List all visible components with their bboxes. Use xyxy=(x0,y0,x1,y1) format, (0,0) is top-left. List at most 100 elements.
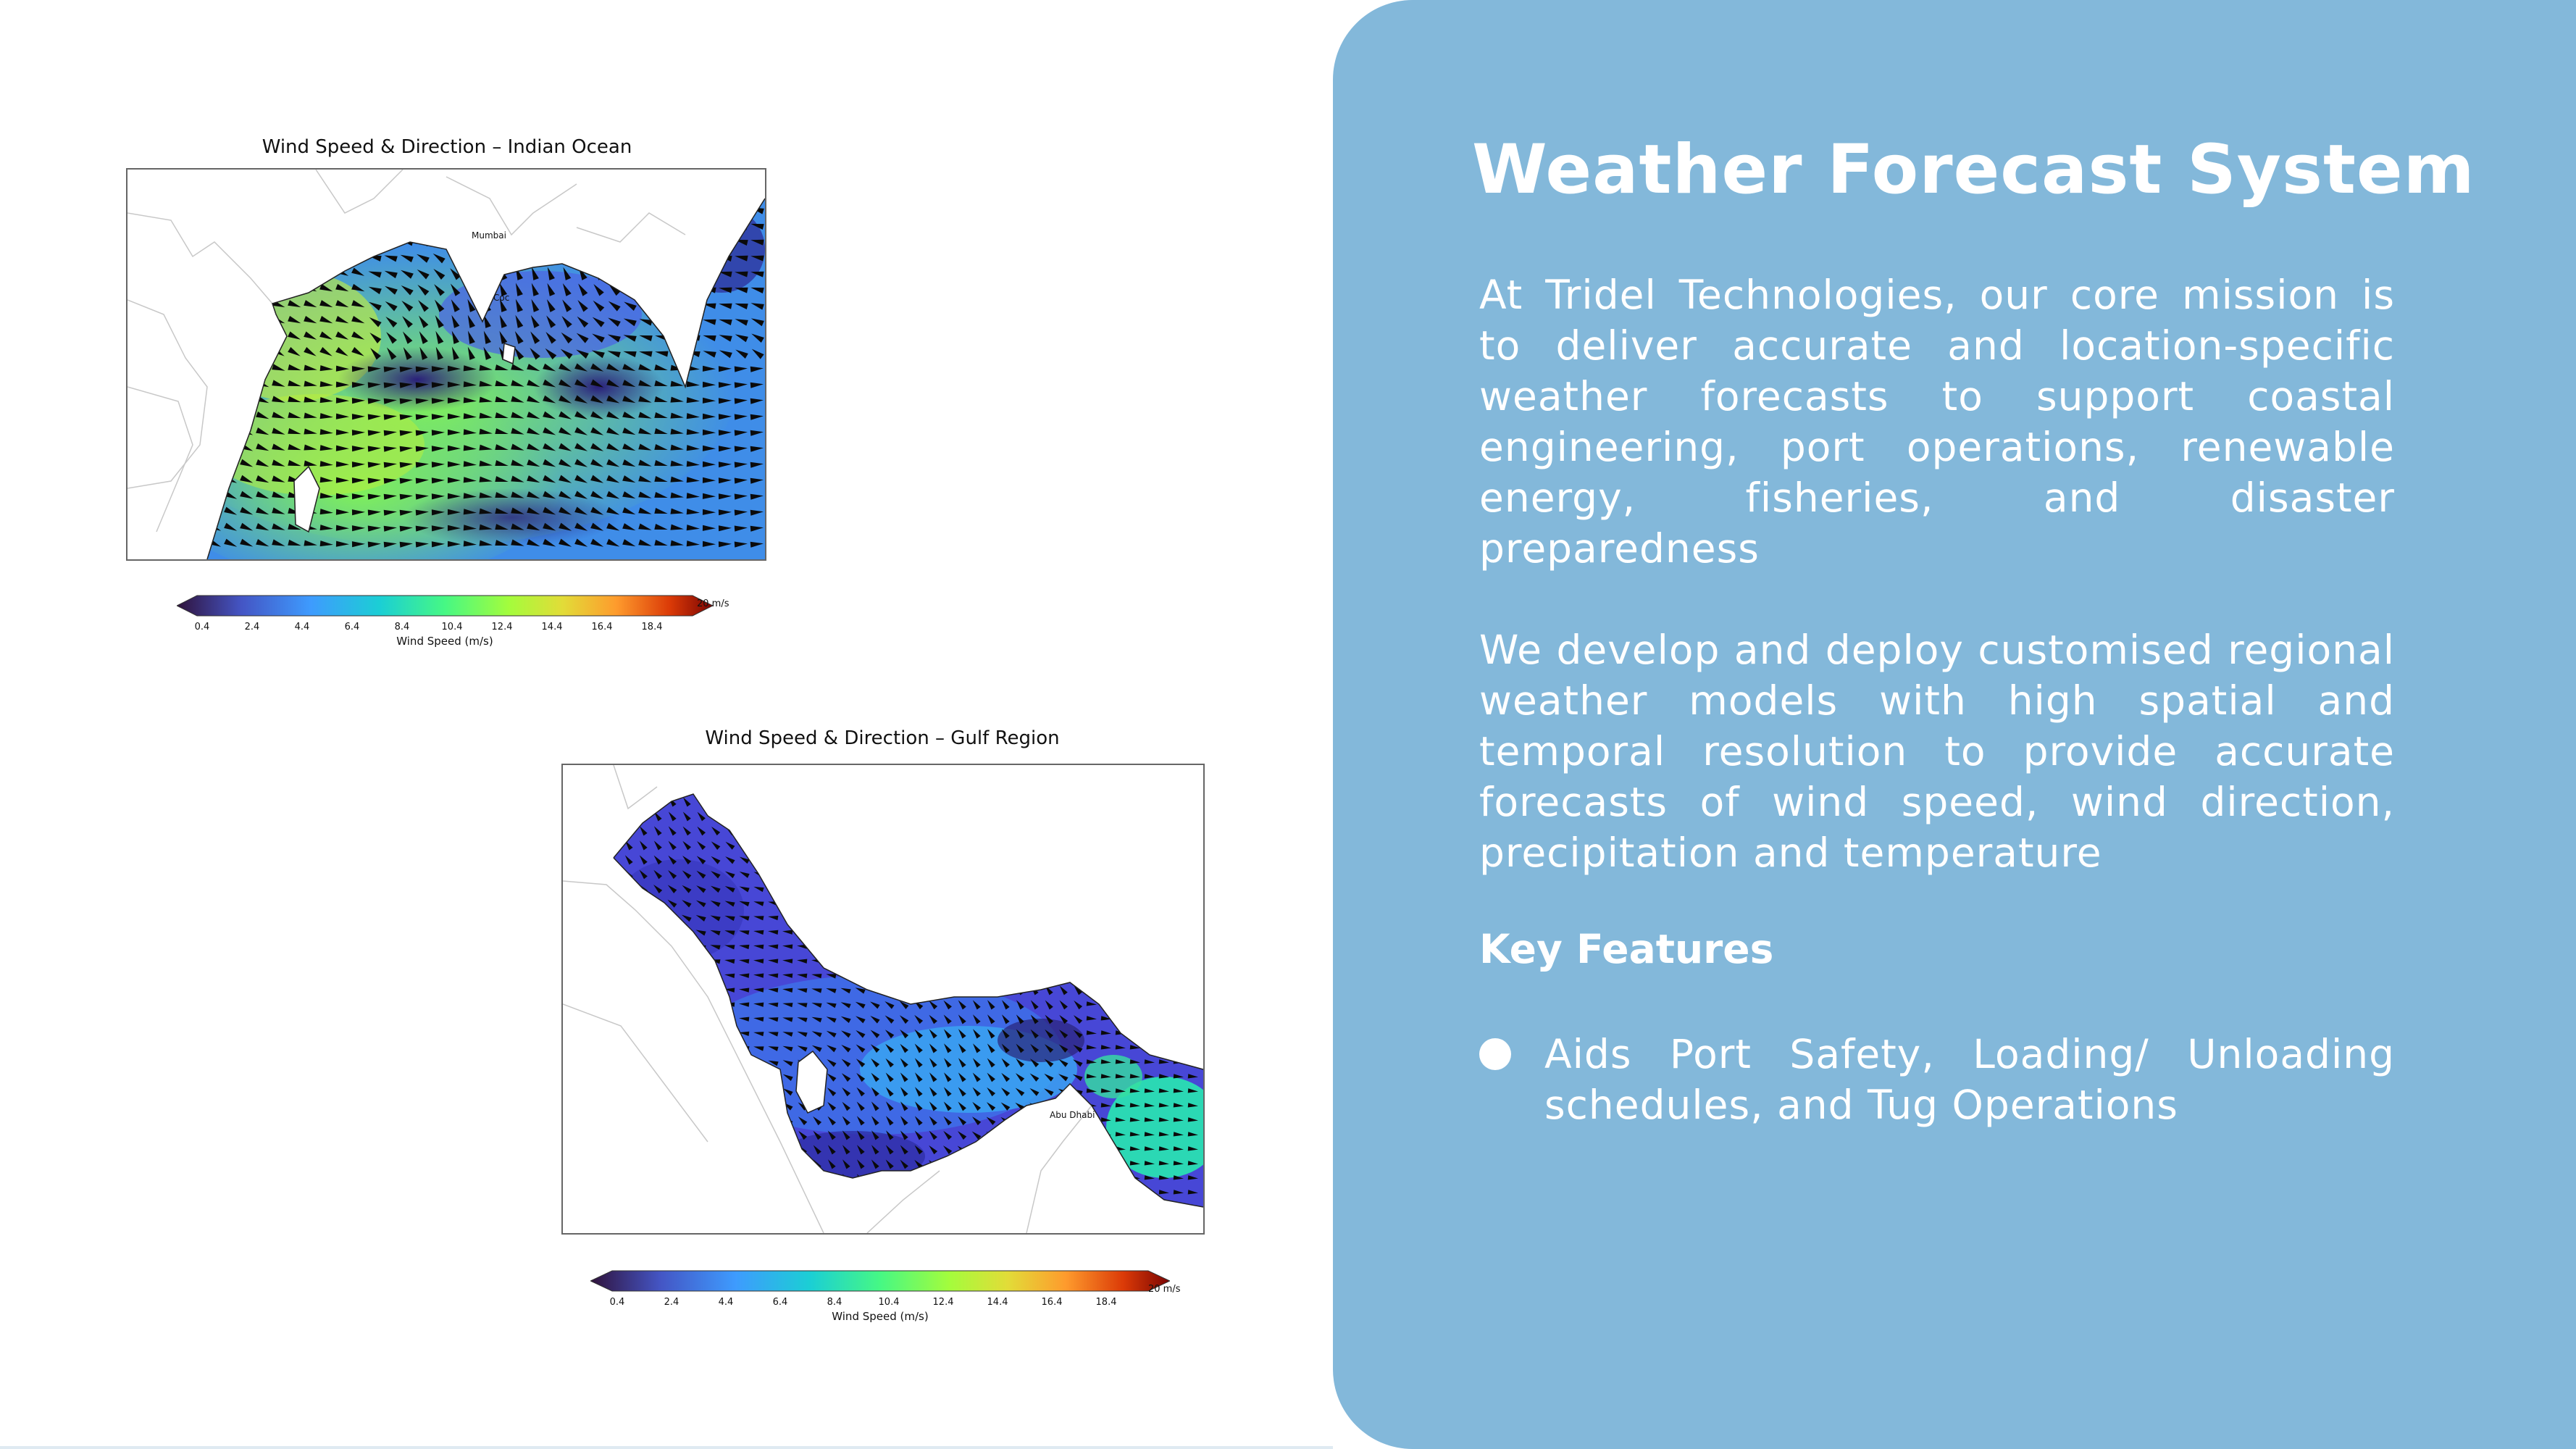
wind-arrow xyxy=(750,318,764,327)
colorbar-tick: 12.4 xyxy=(932,1297,954,1308)
wind-arrow xyxy=(1073,1059,1083,1067)
wind-arrow xyxy=(543,427,556,435)
wind-arrow xyxy=(929,1000,938,1010)
wind-arrow xyxy=(417,284,430,296)
wind-arrow xyxy=(1058,1058,1069,1067)
wind-arrow xyxy=(682,870,692,879)
wind-arrow xyxy=(1187,1175,1198,1180)
wind-arrow xyxy=(639,869,648,880)
wind-arrow xyxy=(1100,1030,1111,1035)
wind-arrow xyxy=(1030,1014,1039,1024)
wind-arrow xyxy=(335,397,349,404)
wind-arrow xyxy=(885,1072,894,1082)
wind-arrow xyxy=(256,491,269,499)
wind-arrow xyxy=(718,398,732,404)
wind-arrow xyxy=(719,271,732,277)
wind-arrow xyxy=(753,987,764,993)
wind-arrow xyxy=(654,476,668,483)
wind-arrow xyxy=(272,364,285,371)
wind-arrow xyxy=(319,493,333,499)
wind-arrow xyxy=(351,446,365,452)
wind-arrow xyxy=(827,1101,837,1111)
wind-arrow xyxy=(399,541,413,548)
wind-arrow xyxy=(885,1101,894,1111)
wind-arrow xyxy=(385,285,398,295)
wind-arrow xyxy=(682,826,691,836)
wind-arrow xyxy=(304,364,317,371)
wind-arrow xyxy=(451,314,460,328)
wind-arrow xyxy=(768,973,779,978)
wind-arrow xyxy=(335,525,349,531)
wind-arrow xyxy=(682,885,692,893)
wind-arrow xyxy=(574,427,588,435)
wind-arrow xyxy=(351,382,365,388)
wind-arrow xyxy=(351,315,365,324)
wind-arrow xyxy=(1144,1146,1155,1151)
wind-arrow xyxy=(653,826,662,836)
wind-arrow xyxy=(724,959,735,964)
wind-arrow xyxy=(1173,1146,1184,1151)
wind-arrow xyxy=(401,285,414,296)
wind-arrow xyxy=(272,412,285,419)
wind-arrow xyxy=(750,541,764,548)
wind-arrow xyxy=(750,303,764,310)
wind-arrow xyxy=(827,1073,837,1082)
wind-arrow xyxy=(710,930,721,936)
wind-arrow xyxy=(958,1058,966,1068)
wind-arrow xyxy=(368,271,382,278)
wind-arrow xyxy=(885,1058,894,1068)
wind-arrow xyxy=(842,1145,850,1155)
wind-arrow xyxy=(559,427,572,435)
wind-arrow xyxy=(900,1130,908,1140)
wind-arrow xyxy=(1015,1087,1025,1096)
wind-arrow xyxy=(543,506,556,515)
wind-arrow xyxy=(1086,1016,1097,1021)
wind-arrow xyxy=(798,1116,808,1126)
gulf-map-block: Wind Speed & Direction – Gulf Region xyxy=(561,724,1213,1333)
wind-arrow xyxy=(272,380,285,387)
wind-arrow xyxy=(782,1060,793,1066)
wind-arrow xyxy=(543,522,556,531)
wind-arrow xyxy=(240,490,254,499)
wind-arrow xyxy=(753,886,764,893)
wind-arrow xyxy=(479,524,493,530)
wind-arrow xyxy=(1086,1059,1097,1064)
wind-arrow xyxy=(702,477,716,483)
wind-arrow xyxy=(563,267,572,280)
wind-arrow xyxy=(735,319,748,326)
wind-arrow xyxy=(686,477,700,483)
wind-arrow xyxy=(399,477,413,484)
wind-arrow xyxy=(561,332,573,344)
wind-arrow xyxy=(1173,1132,1184,1137)
wind-arrow xyxy=(914,1087,923,1097)
wind-arrow xyxy=(562,299,572,312)
colorbar-tick: 0.4 xyxy=(194,622,210,632)
wind-arrow xyxy=(826,974,837,979)
wind-arrow xyxy=(1187,1132,1198,1137)
wind-arrow xyxy=(655,351,669,357)
wind-arrow xyxy=(383,414,397,420)
wind-arrow xyxy=(856,1030,866,1038)
wind-arrow xyxy=(383,462,397,468)
wind-arrow xyxy=(351,462,365,468)
wind-arrow xyxy=(753,930,764,935)
wind-arrow xyxy=(527,475,540,483)
wind-arrow xyxy=(447,397,461,404)
wind-arrow xyxy=(1044,1058,1054,1067)
gulf-map-frame: Abu Dhabi xyxy=(561,764,1205,1235)
wind-arrow xyxy=(768,915,779,921)
wind-arrow xyxy=(856,1044,866,1053)
wind-arrow xyxy=(871,1116,879,1126)
wind-arrow xyxy=(943,1130,953,1140)
wind-arrow xyxy=(590,475,604,483)
wind-arrow xyxy=(351,331,365,340)
wind-arrow xyxy=(256,412,269,419)
wind-arrow xyxy=(724,930,735,935)
wind-arrow xyxy=(527,412,540,419)
wind-arrow xyxy=(668,870,677,880)
wind-arrow xyxy=(1030,1043,1040,1053)
wind-arrow xyxy=(319,525,333,531)
wind-arrow xyxy=(495,380,509,386)
wind-arrow xyxy=(638,427,652,435)
colorbar-tick: 16.4 xyxy=(1041,1297,1063,1308)
